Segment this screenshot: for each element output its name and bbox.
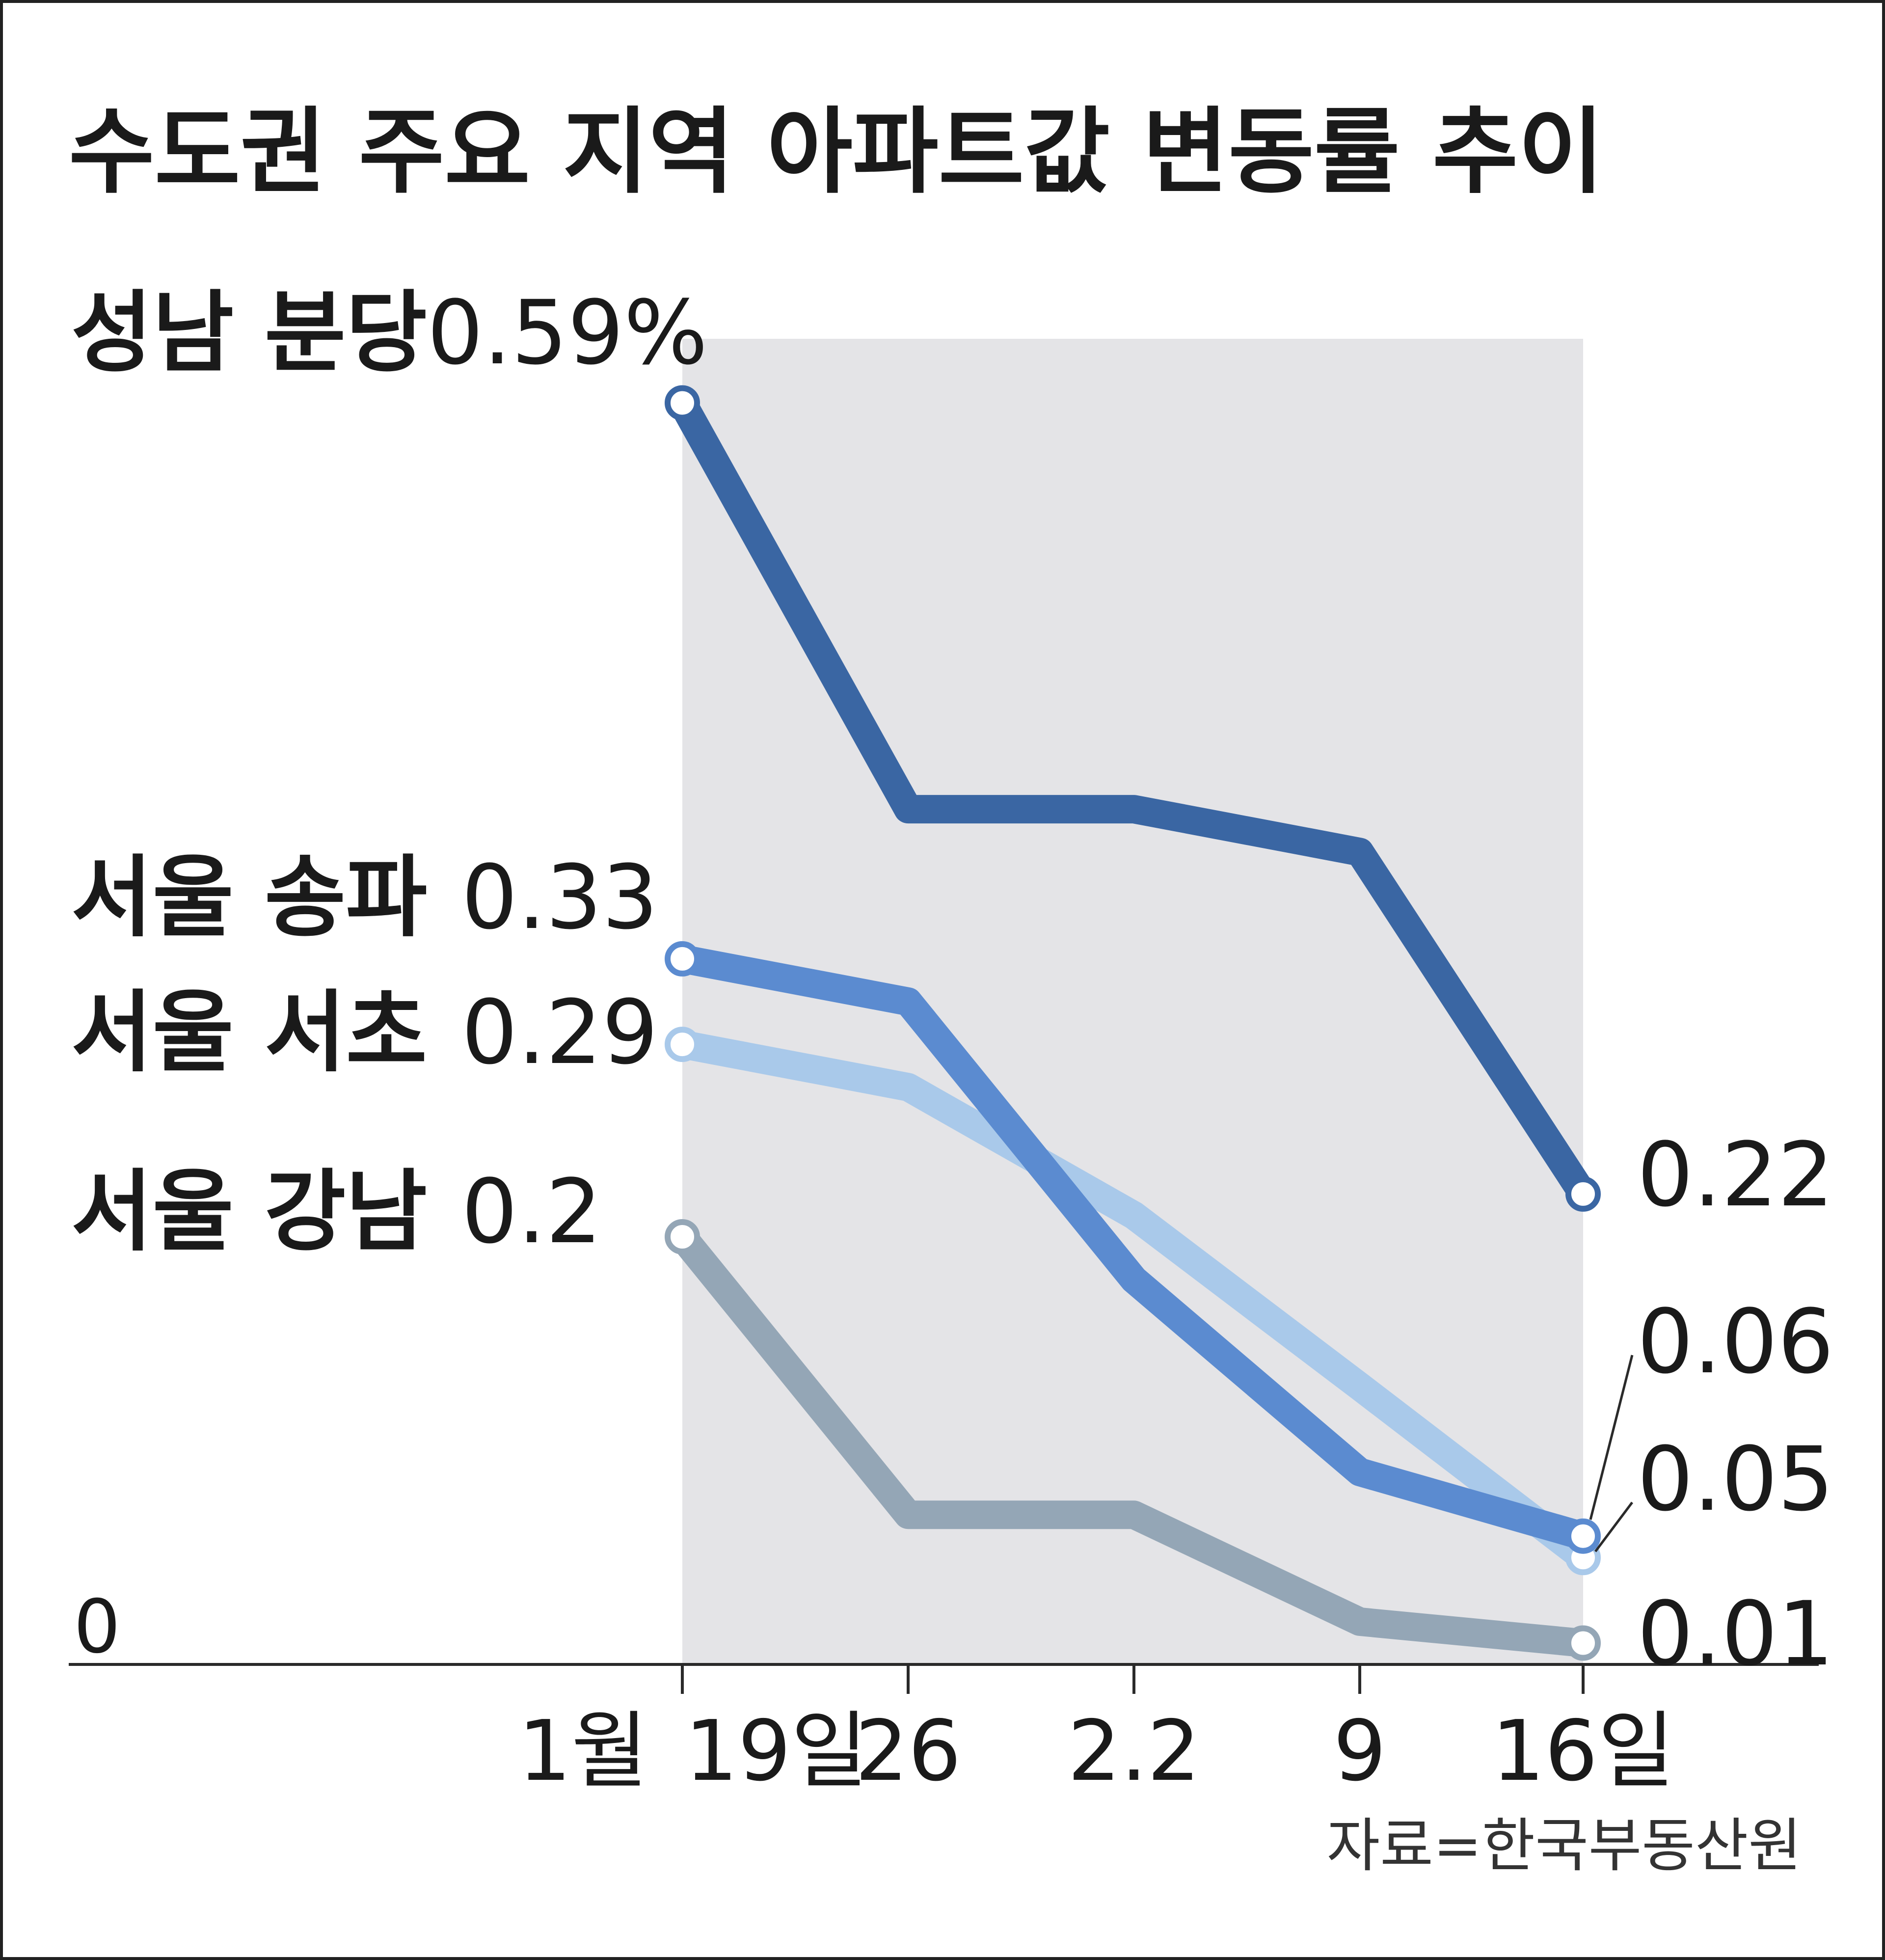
series-end-value: 0.01 bbox=[1637, 1583, 1834, 1686]
series-point bbox=[665, 1219, 700, 1254]
x-tick-label: 16일 bbox=[1492, 1703, 1675, 1800]
x-tick-label: 9 bbox=[1333, 1703, 1386, 1800]
series-layer bbox=[665, 385, 1601, 1661]
series-point bbox=[665, 941, 700, 977]
series-name-label: 서울 서초 bbox=[71, 981, 427, 1084]
series-start-value: 0.2 bbox=[461, 1161, 602, 1263]
series-name-label: 성남 분당 bbox=[71, 282, 427, 384]
x-tick-label: 1월 bbox=[518, 1703, 648, 1800]
series-name-label: 서울 송파 bbox=[71, 846, 427, 949]
series-point bbox=[665, 1027, 700, 1062]
series-name-label: 서울 강남 bbox=[71, 1161, 427, 1263]
series-line bbox=[668, 1030, 1597, 1572]
series-end-value: 0.22 bbox=[1637, 1124, 1834, 1226]
series-start-value: 0.59% bbox=[427, 282, 708, 384]
series-point bbox=[1565, 1625, 1601, 1661]
series-point bbox=[665, 385, 700, 421]
leader-line bbox=[1589, 1355, 1634, 1520]
series-point bbox=[1565, 1518, 1601, 1554]
series-end-value: 0.05 bbox=[1637, 1428, 1834, 1531]
label-layer: 성남 분당 0.59% 서울 송파 0.33 서울 서초 0.29 서울 강남 0.2 0.22… bbox=[71, 282, 1834, 1686]
y-zero-label: 0 bbox=[74, 1584, 120, 1670]
source-note: 자료=한국부동산원 bbox=[1327, 1812, 1802, 1879]
series-start-value: 0.29 bbox=[461, 981, 658, 1084]
series-point bbox=[1565, 1176, 1601, 1212]
series-line bbox=[668, 388, 1597, 1208]
leader-line bbox=[1594, 1501, 1633, 1552]
x-tick-label: 19일 bbox=[685, 1703, 868, 1800]
series-start-value: 0.33 bbox=[461, 846, 658, 949]
x-tick-label: 26 bbox=[855, 1703, 961, 1800]
series-line bbox=[668, 944, 1597, 1551]
series-line bbox=[668, 1223, 1597, 1658]
chart-title: 수도권 주요 지역 아파트값 변동률 추이 bbox=[69, 98, 1604, 206]
x-tick-label: 2.2 bbox=[1068, 1703, 1200, 1800]
series-end-value: 0.06 bbox=[1637, 1291, 1834, 1393]
